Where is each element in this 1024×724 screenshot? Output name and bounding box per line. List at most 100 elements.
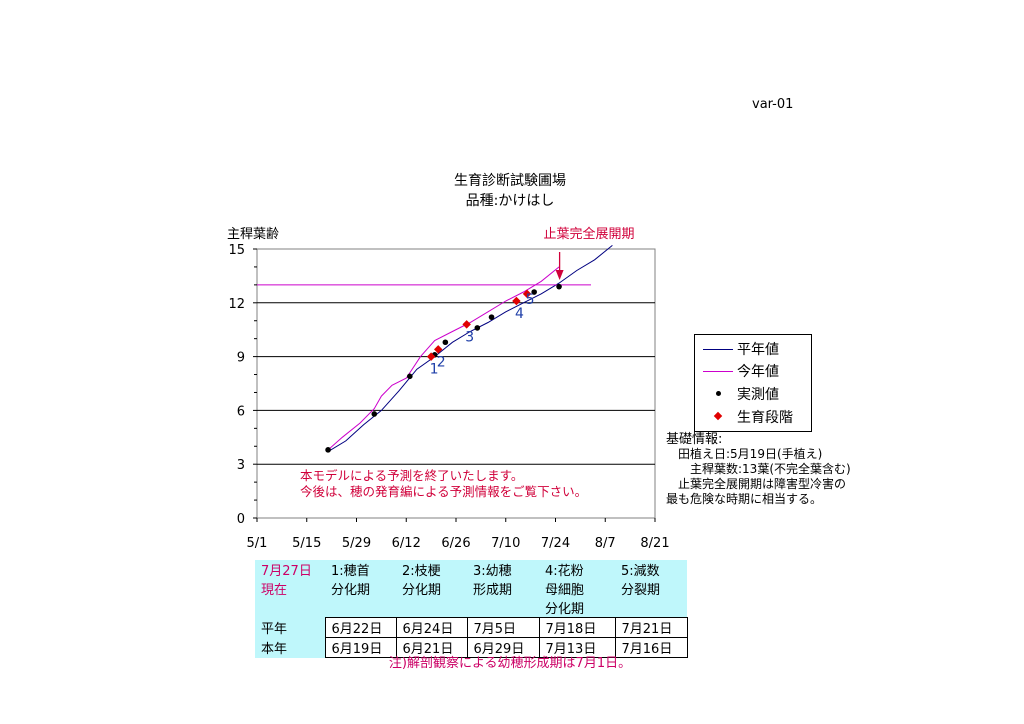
stage-table-corner-now: 現在 — [261, 583, 288, 598]
measured-point — [325, 447, 331, 453]
legend-item-this-year: 今年値 — [701, 360, 779, 382]
stage-label: 1 — [430, 362, 439, 378]
basic-info-note: 止葉完全展開期は障害型冷害の最も危険な時期に相当する。 — [666, 477, 847, 506]
annotation-label: 止葉完全展開期 — [543, 226, 634, 242]
series-line-0 — [327, 245, 613, 453]
y-tick-label: 6 — [237, 404, 245, 419]
stage-header-2-line-1: 2:枝梗 — [402, 564, 441, 579]
stage-point — [426, 352, 436, 361]
y-axis-label: 主稈葉齢 — [227, 227, 279, 242]
y-tick-label: 3 — [237, 458, 245, 473]
stage-point — [462, 320, 471, 329]
chart-title-line-2: 品種:かけはし — [465, 193, 555, 209]
this-year-stage-3-date: 6月29日 — [466, 637, 540, 658]
stage-label: 2 — [437, 354, 446, 370]
table-row: 本年 6月19日 6月21日 6月29日 7月13日 7月16日 — [255, 637, 688, 658]
stage-header-4-line-1: 4:花粉 — [545, 564, 584, 579]
stage-table-corner-date: 7月27日 — [261, 564, 312, 579]
stage-header-5-line-1: 5:減数 — [621, 564, 660, 579]
y-tick-label: 15 — [228, 243, 245, 258]
stage-label: 3 — [465, 329, 474, 345]
footnote: 注)解剖観察による幼穂形成期は7月1日。 — [388, 656, 632, 671]
legend-line-this-year — [703, 371, 733, 372]
y-tick-label: 0 — [237, 512, 245, 527]
model-message-line-1: 本モデルによる予測を終了いたします。 — [300, 468, 524, 483]
stage-table-corner: 7月27日 現在 — [255, 560, 325, 618]
basic-info-title: 基礎情報: — [666, 432, 723, 447]
average-stage-3-date: 7月5日 — [466, 617, 540, 638]
this-year-stage-4-date: 7月13日 — [538, 637, 616, 658]
basic-info: 基礎情報: 田植え日:5月19日(手植え) 主稈葉数:13葉(不完全葉含む) 止… — [666, 432, 856, 507]
legend-line-average — [703, 349, 733, 350]
average-stage-2-date: 6月24日 — [395, 617, 468, 638]
legend-item-stage: 生育段階 — [701, 406, 793, 428]
basic-info-leaves: 主稈葉数:13葉(不完全葉含む) — [666, 462, 851, 476]
stage-header-4-line-2: 母細胞 — [545, 583, 585, 598]
legend-dot-measured — [716, 391, 721, 396]
annotation-arrow-head — [555, 270, 564, 280]
legend-diamond-stage — [713, 411, 723, 421]
legend-item-average: 平年値 — [701, 338, 779, 360]
stage-point — [433, 345, 443, 354]
stage-header-2-line-2: 分化期 — [402, 583, 442, 598]
this-year-stage-1-date: 6月19日 — [324, 637, 397, 658]
table-row: 平年 6月22日 6月24日 7月5日 7月18日 7月21日 — [255, 617, 688, 638]
measured-point — [531, 289, 537, 295]
stage-header-5: 5:減数 分裂期 — [615, 560, 687, 618]
stage-header-5-line-2: 分裂期 — [621, 583, 661, 598]
legend-label-this-year: 今年値 — [737, 364, 779, 380]
stage-header-1-line-2: 分化期 — [331, 583, 371, 598]
average-stage-4-date: 7月18日 — [538, 617, 616, 638]
x-tick-label: 7/24 — [541, 536, 570, 551]
stage-header-1-line-1: 1:穂首 — [331, 564, 370, 579]
row-label-this-year: 本年 — [255, 637, 325, 658]
legend: 平年値 今年値 実測値 生育段階 — [694, 334, 812, 432]
stage-label: 4 — [515, 306, 524, 322]
legend-label-average: 平年値 — [737, 342, 779, 358]
basic-info-planting: 田植え日:5月19日(手植え) — [666, 447, 823, 461]
average-stage-1-date: 6月22日 — [324, 617, 397, 638]
measured-point — [407, 373, 413, 380]
stage-header-4: 4:花粉 母細胞 分化期 — [539, 560, 615, 618]
stage-table: 7月27日 現在 1:穂首 分化期 2:枝梗 分化期 3:幼穂 形成期 4:花粉… — [255, 560, 688, 658]
x-tick-label: 8/7 — [595, 536, 616, 551]
chart-title: 生育診断試験圃場 品種:かけはし — [360, 171, 660, 211]
x-tick-label: 7/10 — [491, 536, 520, 551]
measured-point — [488, 314, 495, 320]
stage-header-3-line-1: 3:幼穂 — [473, 564, 512, 579]
stage-header-1: 1:穂首 分化期 — [325, 560, 396, 618]
stage-point — [512, 296, 521, 306]
x-tick-label: 5/1 — [247, 536, 268, 551]
this-year-stage-2-date: 6月21日 — [395, 637, 468, 658]
chart-title-line-1: 生育診断試験圃場 — [454, 173, 566, 189]
x-tick-label: 6/26 — [441, 536, 470, 551]
measured-point — [371, 411, 378, 417]
measured-point — [442, 339, 449, 346]
stage-table-header-row: 7月27日 現在 1:穂首 分化期 2:枝梗 分化期 3:幼穂 形成期 4:花粉… — [255, 560, 687, 618]
this-year-stage-5-date: 7月16日 — [614, 637, 688, 658]
legend-label-stage: 生育段階 — [737, 410, 793, 426]
page-label: var-01 — [752, 97, 794, 112]
stage-header-3: 3:幼穂 形成期 — [467, 560, 539, 618]
x-tick-label: 5/15 — [292, 536, 321, 551]
x-tick-label: 8/21 — [640, 536, 669, 551]
model-message: 本モデルによる予測を終了いたします。 今後は、穂の発育編による予測情報をご覧下さ… — [300, 468, 587, 500]
measured-point — [556, 283, 562, 290]
stage-header-3-line-2: 形成期 — [473, 583, 513, 598]
y-tick-label: 12 — [228, 297, 245, 312]
series-line-1 — [327, 266, 560, 451]
stage-point — [522, 289, 532, 299]
average-stage-5-date: 7月21日 — [614, 617, 688, 638]
row-label-average: 平年 — [255, 617, 325, 638]
model-message-line-2: 今後は、穂の発育編による予測情報をご覧下さい。 — [300, 484, 588, 499]
x-tick-label: 6/12 — [392, 536, 421, 551]
measured-point — [474, 325, 481, 331]
legend-label-measured: 実測値 — [737, 387, 779, 403]
stage-header-4-line-3: 分化期 — [545, 602, 585, 617]
stage-header-2: 2:枝梗 分化期 — [396, 560, 467, 618]
legend-item-measured: 実測値 — [701, 383, 779, 405]
x-tick-label: 5/29 — [342, 536, 371, 551]
y-tick-label: 9 — [237, 351, 245, 366]
stage-label: 5 — [526, 292, 535, 308]
